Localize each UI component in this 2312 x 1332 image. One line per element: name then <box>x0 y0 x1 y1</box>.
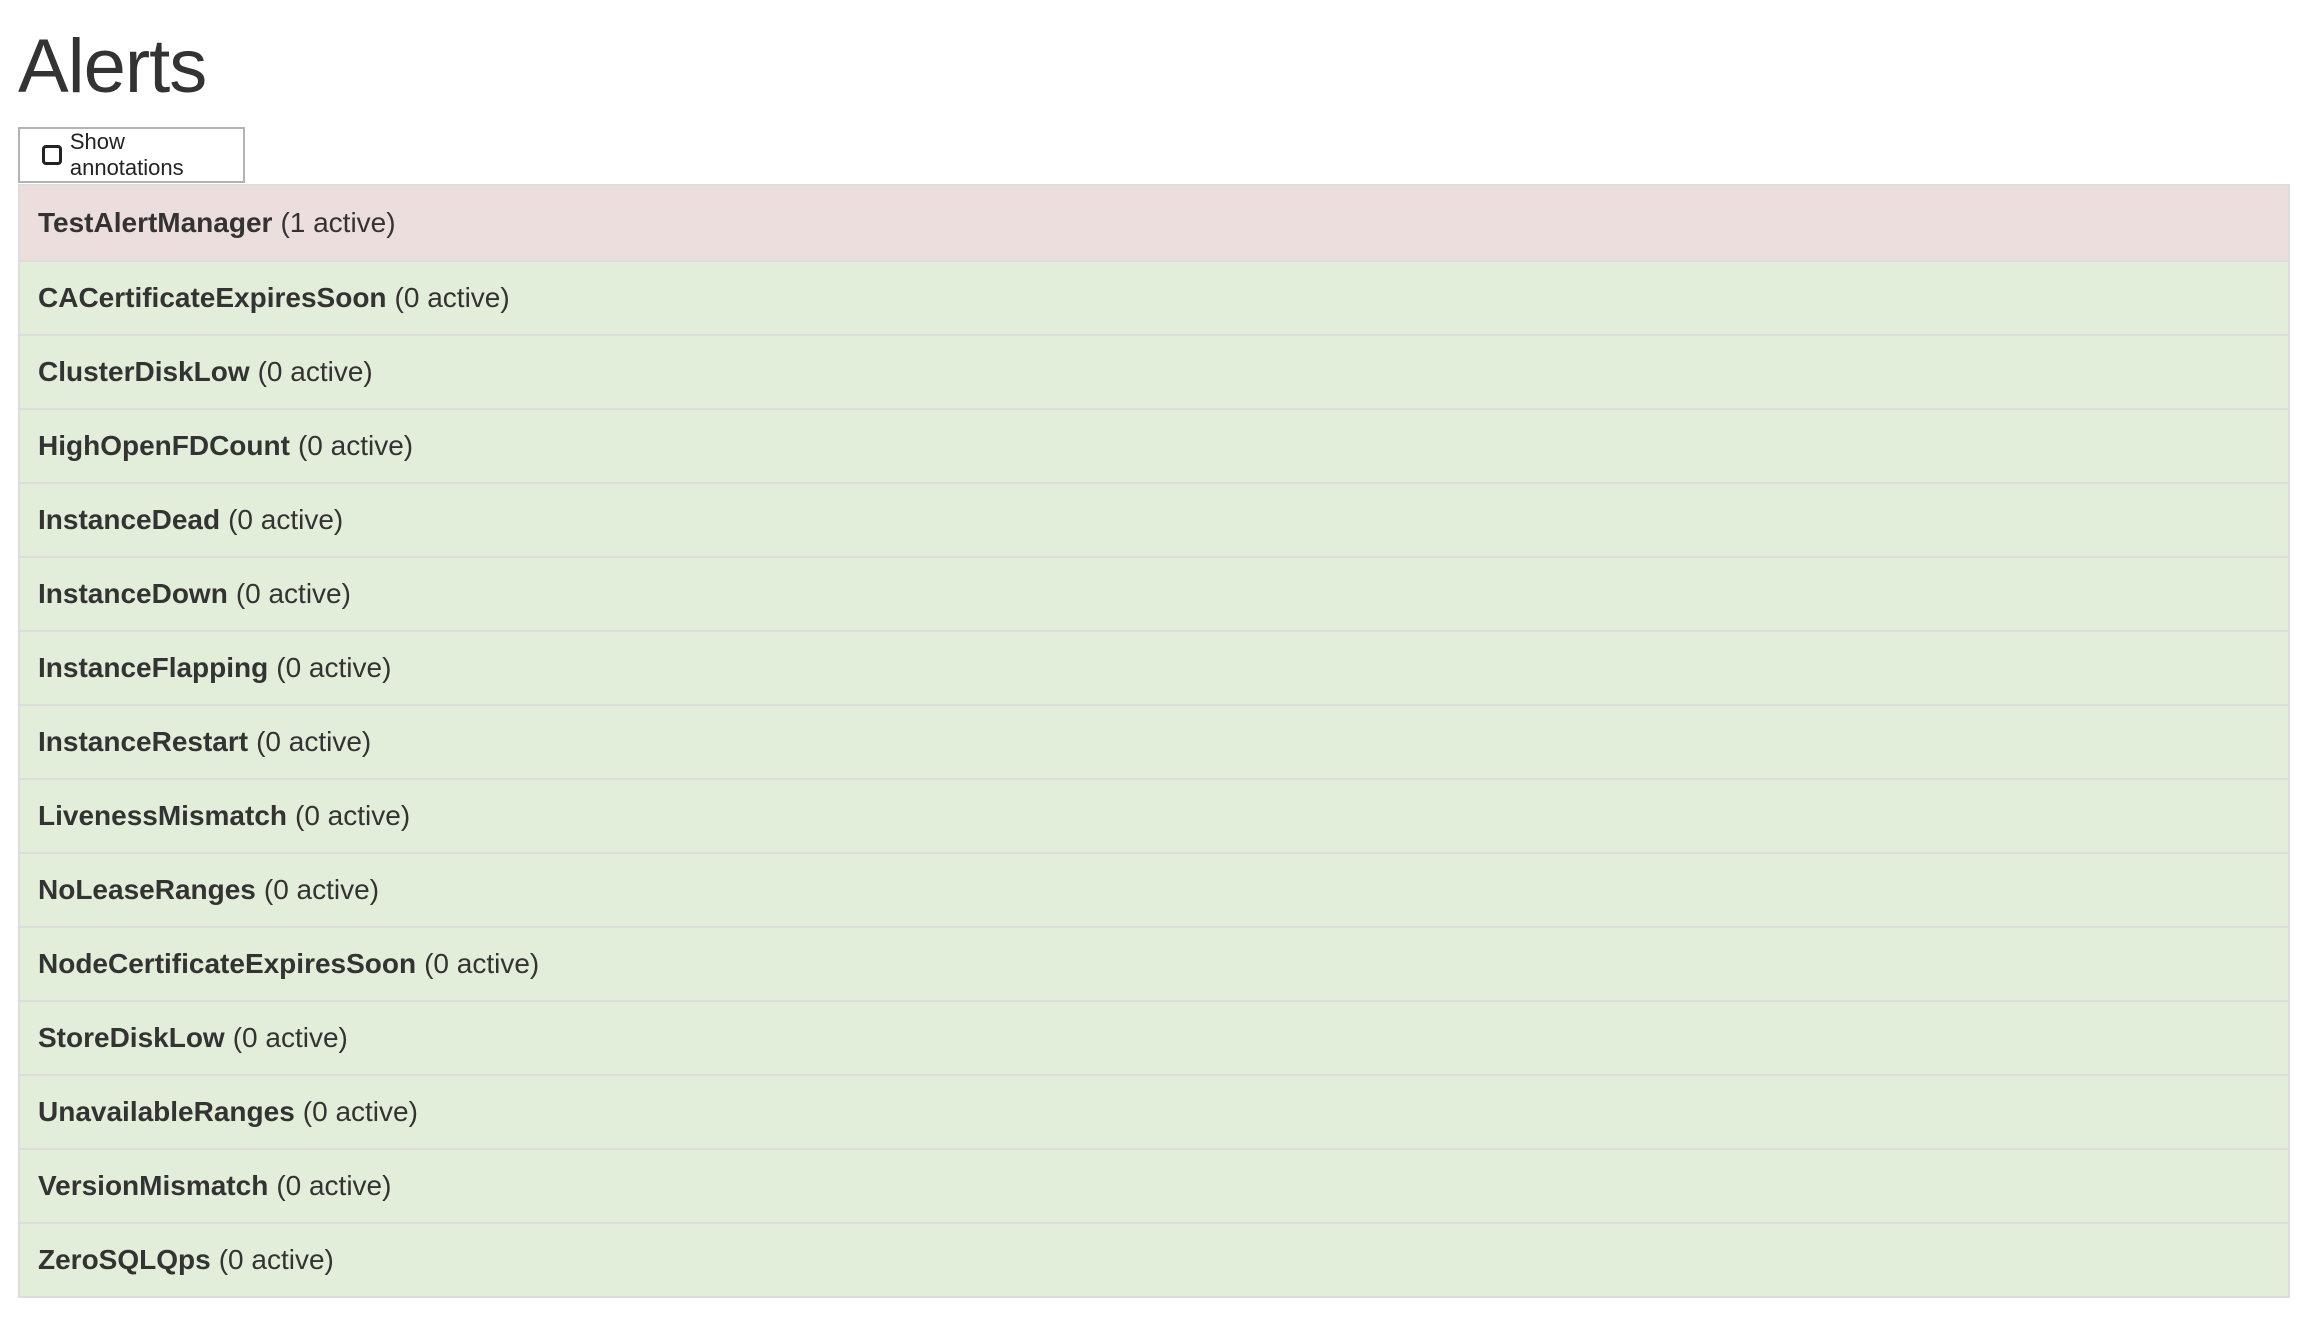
alert-row[interactable]: InstanceDead (0 active) <box>20 482 2288 556</box>
alert-name: InstanceDead <box>38 504 221 535</box>
alert-status: (0 active) <box>228 504 344 535</box>
show-annotations-toggle[interactable]: Show annotations <box>18 127 245 183</box>
alert-status: (0 active) <box>263 874 380 905</box>
alert-name: CACertificateExpiresSoon <box>38 282 387 313</box>
alert-row[interactable]: NodeCertificateExpiresSoon (0 active) <box>20 926 2288 1000</box>
alert-name: VersionMismatch <box>38 1170 269 1201</box>
alert-row[interactable]: InstanceFlapping (0 active) <box>20 630 2288 704</box>
alert-name: ZeroSQLQps <box>38 1244 211 1275</box>
alert-name: NoLeaseRanges <box>38 874 256 905</box>
alert-status: (0 active) <box>276 652 392 683</box>
alert-row[interactable]: ClusterDiskLow (0 active) <box>20 334 2288 408</box>
alert-row[interactable]: CACertificateExpiresSoon (0 active) <box>20 260 2288 334</box>
alert-name: HighOpenFDCount <box>38 430 290 461</box>
alert-status: (0 active) <box>276 1170 392 1201</box>
page-title: Alerts <box>18 24 207 109</box>
alert-row[interactable]: UnavailableRanges (0 active) <box>20 1074 2288 1148</box>
alert-status: (0 active) <box>235 578 351 609</box>
alert-name: StoreDiskLow <box>38 1022 225 1053</box>
alert-row[interactable]: ZeroSQLQps (0 active) <box>20 1222 2288 1296</box>
alert-name: LivenessMismatch <box>38 800 287 831</box>
show-annotations-label: Show annotations <box>69 129 184 180</box>
alert-row[interactable]: LivenessMismatch (0 active) <box>20 778 2288 852</box>
alert-name: UnavailableRanges <box>38 1096 295 1127</box>
alert-status: (0 active) <box>302 1096 418 1127</box>
alert-name: ClusterDiskLow <box>38 356 250 387</box>
alert-name: InstanceDown <box>38 578 228 609</box>
alert-status: (0 active) <box>394 282 510 313</box>
alert-list: TestAlertManager (1 active) CACertificateE… <box>18 184 2290 1298</box>
alert-row[interactable]: VersionMismatch (0 active) <box>20 1148 2288 1222</box>
alert-status: (0 active) <box>424 948 540 979</box>
alert-status: (0 active) <box>257 356 373 387</box>
alert-status: (0 active) <box>256 726 372 757</box>
alert-row[interactable]: NoLeaseRanges (0 active) <box>20 852 2288 926</box>
checkbox-icon[interactable] <box>42 145 62 165</box>
alert-name: TestAlertManager <box>38 207 273 238</box>
alert-row[interactable]: InstanceDown (0 active) <box>20 556 2288 630</box>
alert-status: (0 active) <box>297 430 414 461</box>
alert-row[interactable]: StoreDiskLow (0 active) <box>20 1000 2288 1074</box>
alert-status: (0 active) <box>295 800 411 831</box>
alert-row[interactable]: HighOpenFDCount (0 active) <box>20 408 2288 482</box>
alert-name: NodeCertificateExpiresSoon <box>38 948 417 979</box>
alert-status: (1 active) <box>280 207 396 238</box>
alert-row[interactable]: TestAlertManager (1 active) <box>20 186 2288 260</box>
alert-row[interactable]: InstanceRestart (0 active) <box>20 704 2288 778</box>
alert-status: (0 active) <box>218 1244 334 1275</box>
alert-status: (0 active) <box>232 1022 348 1053</box>
alert-name: InstanceFlapping <box>38 652 269 683</box>
alert-name: InstanceRestart <box>38 726 249 757</box>
